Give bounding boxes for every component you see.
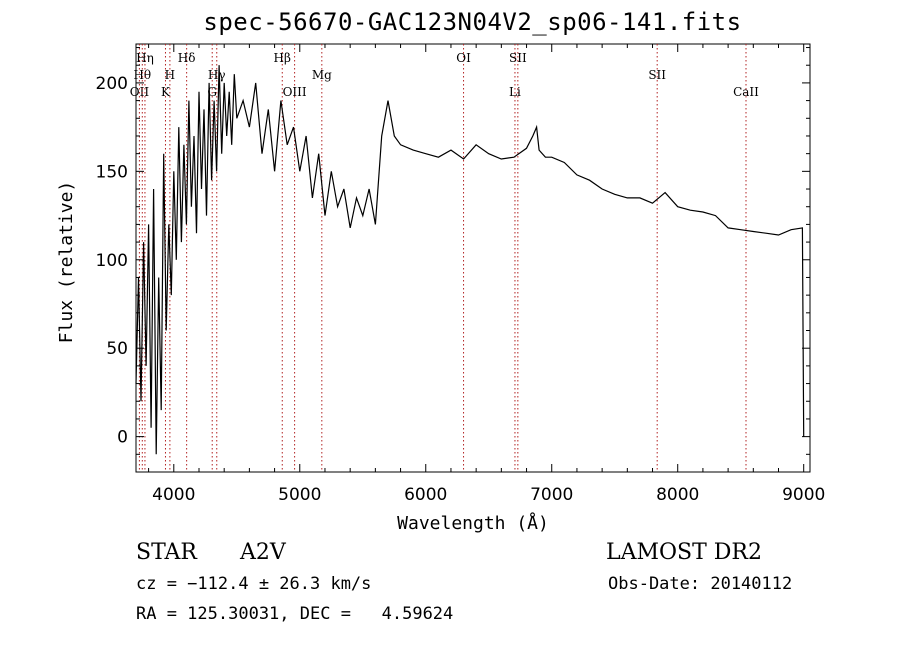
object-type: STAR [136, 540, 197, 565]
spectral-line-label: K [161, 85, 171, 99]
x-tick-label: 4000 [152, 485, 195, 505]
spectral-line-label: Hη [136, 51, 154, 65]
x-tick-label: 7000 [530, 485, 573, 505]
axis-ticks-layer: 4000 5000 6000 7000 8000 9000 0 50 100 150 200 [96, 44, 825, 505]
spectrum-line [135, 65, 805, 455]
x-tick-label: 5000 [278, 485, 321, 505]
spectral-line-label: Li [509, 85, 521, 99]
spectral-line-label: G [207, 85, 217, 99]
y-tick-label: 150 [96, 162, 128, 182]
spectral-line-label: OII [130, 85, 150, 99]
y-tick-label: 0 [117, 428, 128, 448]
spectral-line-label: Hθ [133, 68, 151, 82]
y-axis-label: Flux (relative) [56, 181, 77, 344]
x-axis-label: Wavelength (Å) [397, 512, 549, 534]
x-tick-label: 6000 [404, 485, 447, 505]
observation-date: Obs-Date: 20140112 [608, 574, 793, 594]
x-tick-label: 8000 [656, 485, 699, 505]
y-tick-label: 50 [106, 339, 128, 359]
spectral-line-label: SII [509, 51, 527, 65]
x-tick-label: 9000 [782, 485, 825, 505]
spectral-line-label: SII [648, 68, 666, 82]
spectral-line-label: H [165, 68, 175, 82]
spectral-line-label: Hβ [274, 51, 291, 65]
spectral-line-label: CaII [733, 85, 759, 99]
y-tick-label: 200 [96, 74, 128, 94]
spectral-line-label: Hδ [178, 51, 196, 65]
redshift-velocity: cz = −112.4 ± 26.3 km/s [136, 574, 372, 594]
coordinates: RA = 125.30031, DEC = 4.59624 [136, 604, 454, 624]
spectral-line-label: OIII [283, 85, 307, 99]
y-tick-label: 100 [96, 251, 128, 271]
series-layer [135, 65, 805, 455]
object-subclass: A2V [240, 540, 286, 565]
spectral-line-label: OI [456, 51, 471, 65]
plot-frame [135, 43, 811, 473]
spectral-line-label: Hγ [208, 68, 226, 82]
chart-title: spec-56670-GAC123N04V2_sp06-141.fits [203, 8, 742, 36]
spectral-line-label: Mg [312, 68, 332, 82]
survey-label: LAMOST DR2 [606, 540, 762, 565]
